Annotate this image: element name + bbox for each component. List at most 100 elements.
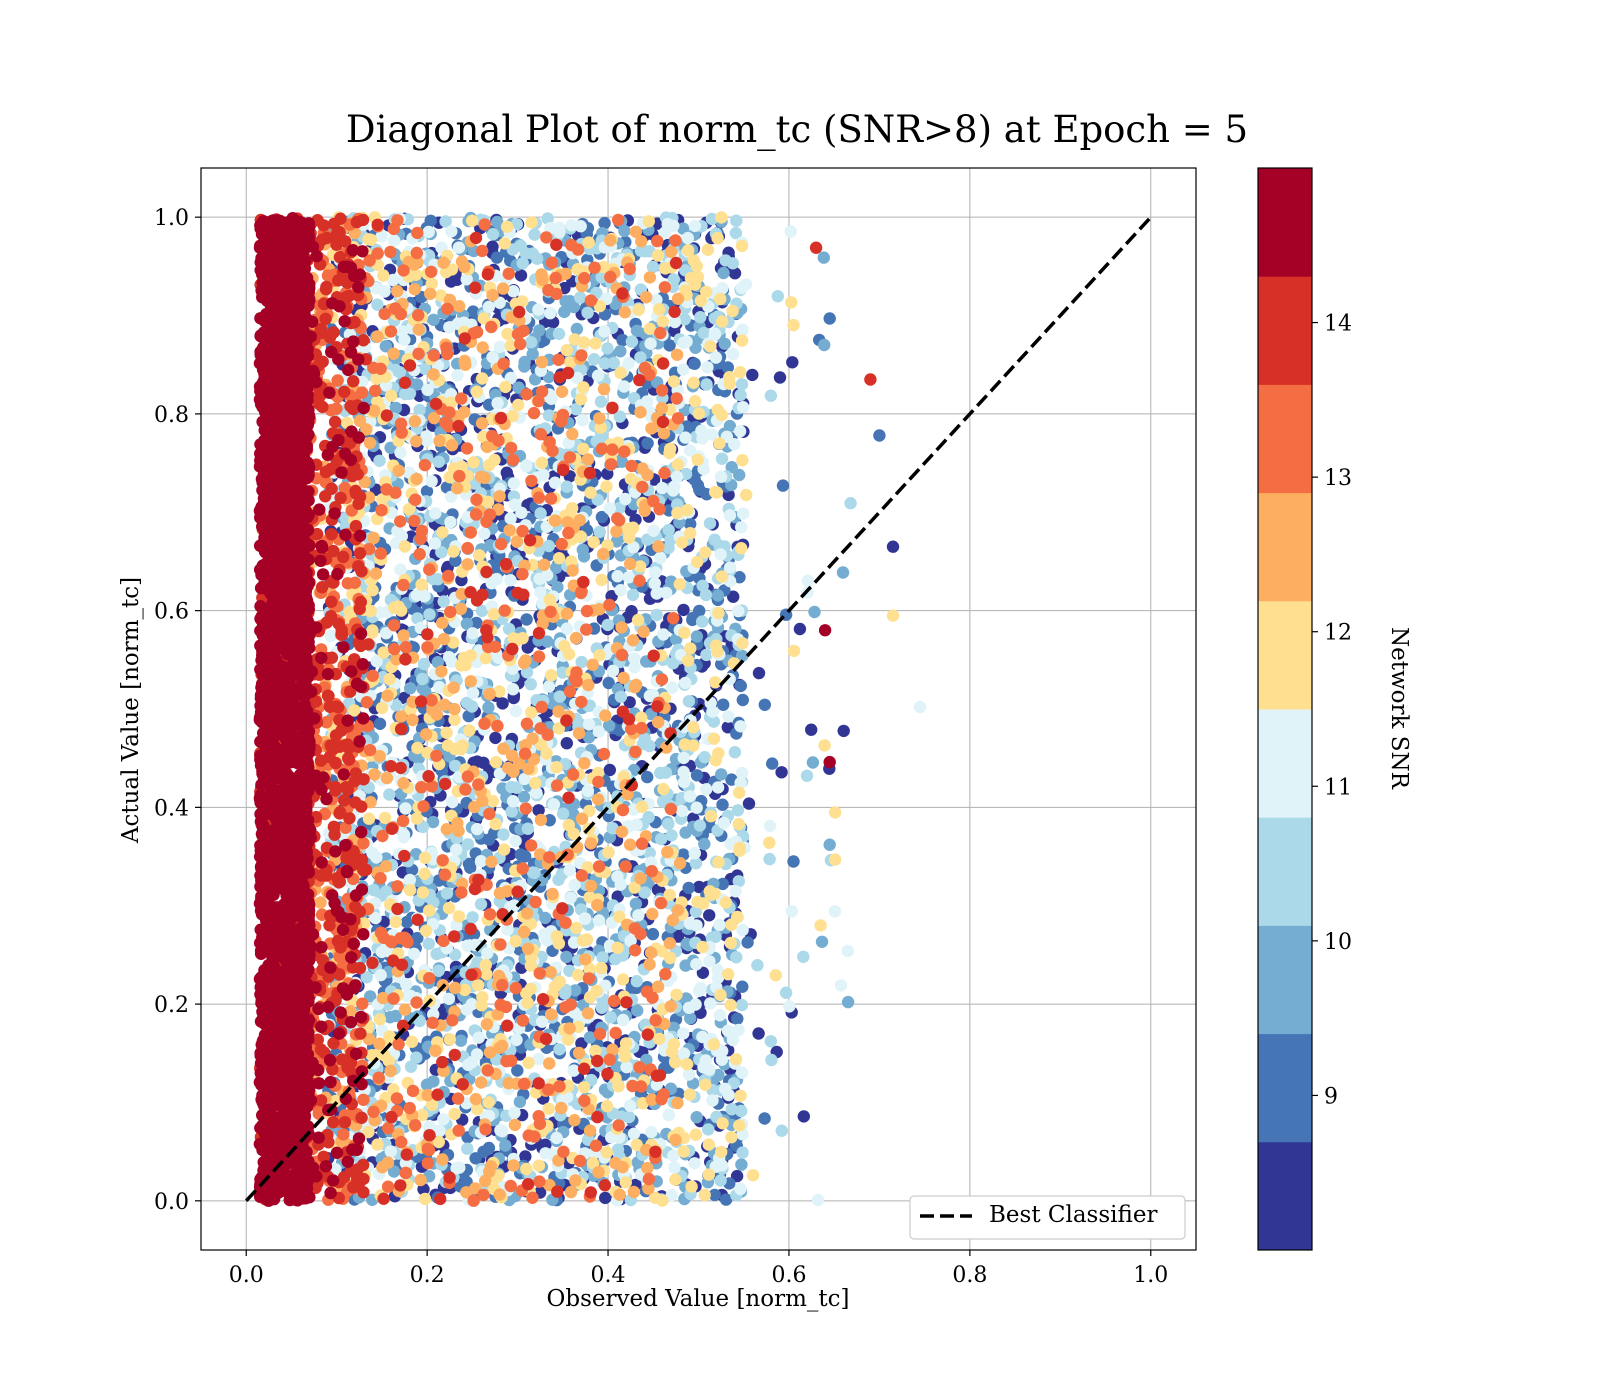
scatter-point [733, 786, 746, 799]
scatter-point [525, 706, 538, 719]
scatter-point [844, 497, 857, 510]
scatter-point [603, 598, 616, 612]
scatter-point [422, 937, 435, 950]
scatter-point [679, 959, 692, 972]
scatter-point [416, 672, 429, 686]
scatter-point [657, 628, 670, 641]
scatter-point [499, 1139, 512, 1152]
scatter-point [704, 340, 717, 353]
scatter-point [435, 665, 448, 678]
scatter-point [423, 904, 436, 917]
scatter-point [837, 724, 850, 738]
scatter-point [474, 855, 488, 868]
scatter-point [472, 979, 485, 992]
scatter-point [616, 1160, 629, 1174]
scatter-point [521, 942, 535, 955]
scatter-point [473, 549, 486, 562]
scatter-point [504, 1179, 517, 1193]
scatter-point [389, 915, 402, 929]
scatter-point [665, 681, 679, 694]
scatter-point [715, 211, 728, 224]
scatter-point [834, 979, 848, 992]
scatter-point [626, 634, 640, 647]
scatter-point [494, 998, 507, 1011]
scatter-point [445, 439, 459, 452]
scatter-point [543, 593, 556, 606]
scatter-point [664, 1000, 677, 1013]
scatter-point [539, 1147, 552, 1160]
scatter-point [586, 658, 599, 671]
scatter-point [641, 770, 654, 784]
scatter-point [636, 480, 649, 494]
scatter-point [697, 326, 711, 340]
scatter-point [624, 472, 638, 486]
scatter-point [544, 966, 557, 979]
scatter-point [734, 679, 747, 693]
scatter-point [400, 978, 413, 991]
scatter-point [542, 1102, 555, 1116]
scatter-point [655, 401, 669, 415]
scatter-point [604, 234, 617, 247]
scatter-point [641, 468, 654, 482]
scatter-point [366, 584, 379, 597]
scatter-point [396, 814, 410, 828]
scatter-point [560, 343, 573, 357]
scatter-point [661, 217, 674, 231]
scatter-point [630, 324, 644, 337]
scatter-point [508, 498, 522, 511]
scatter-point [384, 325, 398, 338]
scatter-point [775, 1124, 788, 1137]
scatter-point [733, 571, 746, 584]
scatter-point [690, 1111, 703, 1124]
scatter-point [657, 427, 671, 440]
scatter-point [524, 678, 537, 691]
scatter-point [486, 288, 499, 302]
scatter-point [592, 1166, 605, 1179]
scatter-point [604, 270, 617, 284]
scatter-point [690, 630, 704, 643]
scatter-point [702, 1123, 715, 1136]
scatter-point [631, 613, 645, 627]
scatter-point [643, 739, 656, 753]
scatter-point [785, 296, 798, 309]
scatter-point [616, 973, 630, 986]
scatter-point [693, 819, 707, 832]
scatter-point [547, 798, 561, 811]
scatter-point [459, 783, 472, 796]
scatter-point [677, 603, 690, 617]
scatter-point [681, 503, 694, 517]
scatter-point [610, 525, 623, 538]
scatter-point [634, 406, 647, 419]
scatter-point [528, 866, 541, 880]
scatter-point [735, 1104, 748, 1118]
scatter-point [408, 415, 422, 428]
scatter-point [512, 398, 525, 412]
scatter-point [725, 1131, 738, 1144]
scatter-point [474, 470, 488, 483]
scatter-point [736, 454, 749, 467]
scatter-point [688, 219, 702, 233]
scatter-point [654, 766, 667, 780]
scatter-point [619, 1037, 633, 1050]
scatter-point [521, 822, 535, 835]
scatter-point [410, 435, 423, 448]
scatter-point [455, 255, 469, 268]
scatter-point [784, 225, 797, 238]
scatter-point [448, 713, 461, 726]
scatter-point [694, 982, 707, 995]
scatter-point [624, 1099, 637, 1113]
scatter-point [662, 523, 675, 537]
scatter-point [677, 751, 690, 765]
scatter-point [622, 571, 635, 584]
scatter-point [735, 378, 749, 391]
scatter-point [525, 216, 538, 229]
scatter-point [682, 1068, 696, 1081]
scatter-point [655, 481, 669, 495]
scatter-point [661, 845, 674, 859]
scatter-point [543, 1057, 556, 1070]
scatter-point [496, 282, 510, 295]
scatter-point [535, 456, 549, 469]
scatter-point [736, 401, 750, 414]
scatter-point [698, 1188, 711, 1202]
scatter-point [689, 998, 702, 1011]
